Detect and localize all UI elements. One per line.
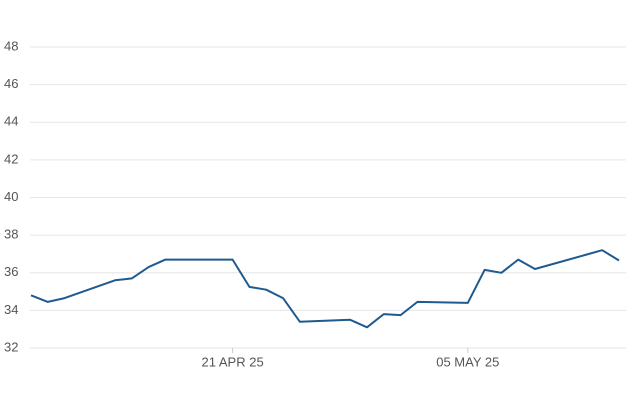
- y-tick-label: 36: [4, 264, 18, 279]
- y-tick-label: 40: [4, 189, 18, 204]
- x-tick-label: 21 APR 25: [202, 354, 264, 369]
- y-tick-label: 38: [4, 227, 18, 242]
- y-tick-label: 48: [4, 38, 18, 53]
- x-tick-label: 05 MAY 25: [436, 354, 499, 369]
- y-tick-label: 34: [4, 302, 18, 317]
- y-tick-label: 44: [4, 114, 18, 129]
- y-tick-label: 32: [4, 339, 18, 354]
- line: [30, 249, 620, 329]
- y-tick-label: 42: [4, 151, 18, 166]
- y-tick-label: 46: [4, 76, 18, 91]
